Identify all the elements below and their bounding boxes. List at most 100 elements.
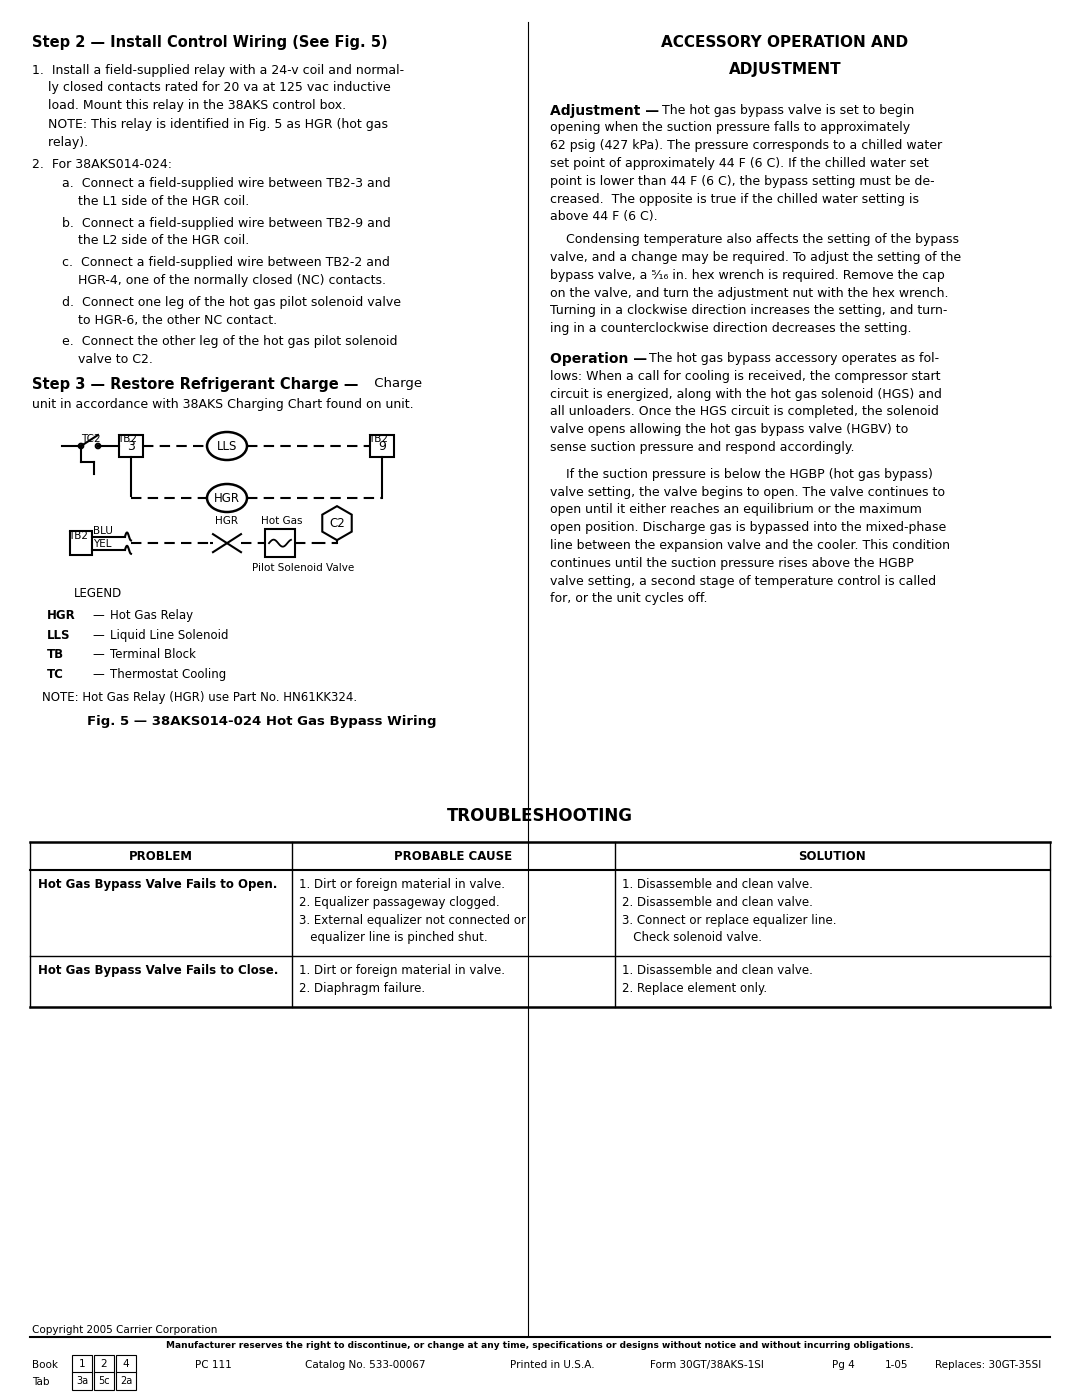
FancyBboxPatch shape	[116, 1372, 136, 1390]
Text: NOTE: This relay is identified in Fig. 5 as HGR (hot gas: NOTE: This relay is identified in Fig. 5…	[32, 117, 388, 131]
Text: b.  Connect a field-supplied wire between TB2-9 and: b. Connect a field-supplied wire between…	[62, 217, 391, 229]
Text: NOTE: Hot Gas Relay (HGR) use Part No. HN61KK324.: NOTE: Hot Gas Relay (HGR) use Part No. H…	[42, 692, 357, 704]
Text: 5c: 5c	[98, 1376, 110, 1386]
Text: Replaces: 30GT-35SI: Replaces: 30GT-35SI	[935, 1361, 1041, 1370]
Text: 2. Diaphragm failure.: 2. Diaphragm failure.	[299, 982, 426, 995]
Text: Turning in a clockwise direction increases the setting, and turn-: Turning in a clockwise direction increas…	[550, 305, 947, 317]
Text: —: —	[92, 668, 104, 680]
Text: Catalog No. 533-00067: Catalog No. 533-00067	[305, 1361, 426, 1370]
Text: 2. Disassemble and clean valve.: 2. Disassemble and clean valve.	[622, 895, 813, 909]
FancyBboxPatch shape	[72, 1372, 92, 1390]
Text: —: —	[92, 648, 104, 661]
Text: 9: 9	[378, 440, 386, 453]
Text: set point of approximately 44 F (6 C). If the chilled water set: set point of approximately 44 F (6 C). I…	[550, 156, 929, 170]
Text: ing in a counterclockwise direction decreases the setting.: ing in a counterclockwise direction decr…	[550, 323, 912, 335]
Text: HGR: HGR	[215, 515, 238, 527]
Text: 3a: 3a	[76, 1376, 89, 1386]
Text: 1. Dirt or foreign material in valve.: 1. Dirt or foreign material in valve.	[299, 964, 505, 977]
Text: point is lower than 44 F (6 C), the bypass setting must be de-: point is lower than 44 F (6 C), the bypa…	[550, 175, 934, 187]
Text: valve opens allowing the hot gas bypass valve (HGBV) to: valve opens allowing the hot gas bypass …	[550, 423, 908, 436]
Text: Manufacturer reserves the right to discontinue, or change at any time, specifica: Manufacturer reserves the right to disco…	[166, 1341, 914, 1350]
FancyBboxPatch shape	[94, 1355, 114, 1373]
Text: Terminal Block: Terminal Block	[110, 648, 195, 661]
Text: 3. Connect or replace equalizer line.: 3. Connect or replace equalizer line.	[622, 914, 837, 926]
Text: e.  Connect the other leg of the hot gas pilot solenoid: e. Connect the other leg of the hot gas …	[62, 335, 397, 348]
Text: circuit is energized, along with the hot gas solenoid (HGS) and: circuit is energized, along with the hot…	[550, 387, 942, 401]
Text: 4: 4	[123, 1359, 130, 1369]
Text: BLU: BLU	[93, 525, 113, 535]
Text: Condensing temperature also affects the setting of the bypass: Condensing temperature also affects the …	[550, 233, 959, 246]
Text: If the suction pressure is below the HGBP (hot gas bypass): If the suction pressure is below the HGB…	[550, 468, 933, 481]
Text: Pg 4: Pg 4	[832, 1361, 854, 1370]
Text: Hot Gas Bypass Valve Fails to Open.: Hot Gas Bypass Valve Fails to Open.	[38, 877, 278, 891]
Text: valve setting, a second stage of temperature control is called: valve setting, a second stage of tempera…	[550, 574, 936, 588]
Text: C2: C2	[329, 517, 345, 529]
Text: 2: 2	[100, 1359, 107, 1369]
Text: Adjustment —: Adjustment —	[550, 103, 659, 117]
FancyBboxPatch shape	[70, 531, 92, 555]
Text: The hot gas bypass accessory operates as fol-: The hot gas bypass accessory operates as…	[645, 352, 940, 365]
Text: valve to C2.: valve to C2.	[62, 353, 153, 366]
Text: 1. Disassemble and clean valve.: 1. Disassemble and clean valve.	[622, 877, 813, 891]
Text: valve setting, the valve begins to open. The valve continues to: valve setting, the valve begins to open.…	[550, 486, 945, 499]
Text: Form 30GT/38AKS-1SI: Form 30GT/38AKS-1SI	[650, 1361, 764, 1370]
Text: SOLUTION: SOLUTION	[798, 849, 866, 862]
Text: 1-05: 1-05	[885, 1361, 908, 1370]
Text: TROUBLESHOOTING: TROUBLESHOOTING	[447, 807, 633, 826]
Text: Operation —: Operation —	[550, 352, 647, 366]
Text: 1. Dirt or foreign material in valve.: 1. Dirt or foreign material in valve.	[299, 877, 505, 891]
Text: Copyright 2005 Carrier Corporation: Copyright 2005 Carrier Corporation	[32, 1324, 217, 1336]
Text: 2. Replace element only.: 2. Replace element only.	[622, 982, 767, 995]
Text: TC: TC	[48, 668, 64, 680]
Text: TC2: TC2	[81, 434, 100, 444]
Text: HGR-4, one of the normally closed (NC) contacts.: HGR-4, one of the normally closed (NC) c…	[62, 274, 386, 286]
Text: Hot Gas Bypass Valve Fails to Close.: Hot Gas Bypass Valve Fails to Close.	[38, 964, 279, 977]
Text: 2. Equalizer passageway clogged.: 2. Equalizer passageway clogged.	[299, 895, 500, 909]
FancyBboxPatch shape	[119, 434, 143, 457]
Text: open until it either reaches an equilibrium or the maximum: open until it either reaches an equilibr…	[550, 503, 922, 517]
Text: Printed in U.S.A.: Printed in U.S.A.	[510, 1361, 595, 1370]
Text: TB2: TB2	[68, 531, 87, 541]
Text: creased.  The opposite is true if the chilled water setting is: creased. The opposite is true if the chi…	[550, 193, 919, 205]
Text: TB2: TB2	[117, 434, 137, 444]
Text: the L2 side of the HGR coil.: the L2 side of the HGR coil.	[62, 235, 249, 247]
FancyBboxPatch shape	[265, 529, 295, 557]
Text: unit in accordance with 38AKS Charging Chart found on unit.: unit in accordance with 38AKS Charging C…	[32, 398, 414, 411]
Text: on the valve, and turn the adjustment nut with the hex wrench.: on the valve, and turn the adjustment nu…	[550, 286, 948, 299]
Text: ACCESSORY OPERATION AND: ACCESSORY OPERATION AND	[661, 35, 908, 50]
Text: PC 111: PC 111	[195, 1361, 232, 1370]
Text: 1. Disassemble and clean valve.: 1. Disassemble and clean valve.	[622, 964, 813, 977]
FancyBboxPatch shape	[72, 1355, 92, 1373]
Text: sense suction pressure and respond accordingly.: sense suction pressure and respond accor…	[550, 441, 854, 454]
Text: c.  Connect a field-supplied wire between TB2-2 and: c. Connect a field-supplied wire between…	[62, 256, 390, 270]
Text: TB: TB	[48, 648, 64, 661]
Text: 2a: 2a	[120, 1376, 132, 1386]
Text: LEGEND: LEGEND	[75, 587, 122, 601]
Text: LLS: LLS	[48, 629, 70, 641]
Text: ly closed contacts rated for 20 va at 125 vac inductive: ly closed contacts rated for 20 va at 12…	[32, 81, 391, 95]
Text: YEL: YEL	[93, 539, 111, 549]
Text: HGR: HGR	[214, 492, 240, 504]
Text: the L1 side of the HGR coil.: the L1 side of the HGR coil.	[62, 194, 249, 208]
Text: Fig. 5 — 38AKS014-024 Hot Gas Bypass Wiring: Fig. 5 — 38AKS014-024 Hot Gas Bypass Wir…	[87, 715, 436, 728]
Text: Thermostat Cooling: Thermostat Cooling	[110, 668, 226, 680]
Text: —: —	[92, 629, 104, 641]
Text: Liquid Line Solenoid: Liquid Line Solenoid	[110, 629, 229, 641]
Text: 3: 3	[127, 440, 135, 453]
Text: lows: When a call for cooling is received, the compressor start: lows: When a call for cooling is receive…	[550, 370, 941, 383]
Text: d.  Connect one leg of the hot gas pilot solenoid valve: d. Connect one leg of the hot gas pilot …	[62, 296, 401, 309]
Text: Pilot Solenoid Valve: Pilot Solenoid Valve	[252, 563, 354, 573]
Text: Charge: Charge	[370, 377, 422, 390]
FancyBboxPatch shape	[370, 434, 394, 457]
Text: to HGR-6, the other NC contact.: to HGR-6, the other NC contact.	[62, 313, 278, 327]
FancyBboxPatch shape	[94, 1372, 114, 1390]
Text: Hot Gas Relay: Hot Gas Relay	[110, 609, 193, 622]
Text: relay).: relay).	[32, 136, 89, 148]
Text: continues until the suction pressure rises above the HGBP: continues until the suction pressure ris…	[550, 556, 914, 570]
Text: load. Mount this relay in the 38AKS control box.: load. Mount this relay in the 38AKS cont…	[32, 99, 346, 112]
Text: ADJUSTMENT: ADJUSTMENT	[729, 61, 841, 77]
FancyBboxPatch shape	[116, 1355, 136, 1373]
Text: Check solenoid valve.: Check solenoid valve.	[622, 932, 762, 944]
Text: valve, and a change may be required. To adjust the setting of the: valve, and a change may be required. To …	[550, 251, 961, 264]
Text: equalizer line is pinched shut.: equalizer line is pinched shut.	[299, 932, 488, 944]
